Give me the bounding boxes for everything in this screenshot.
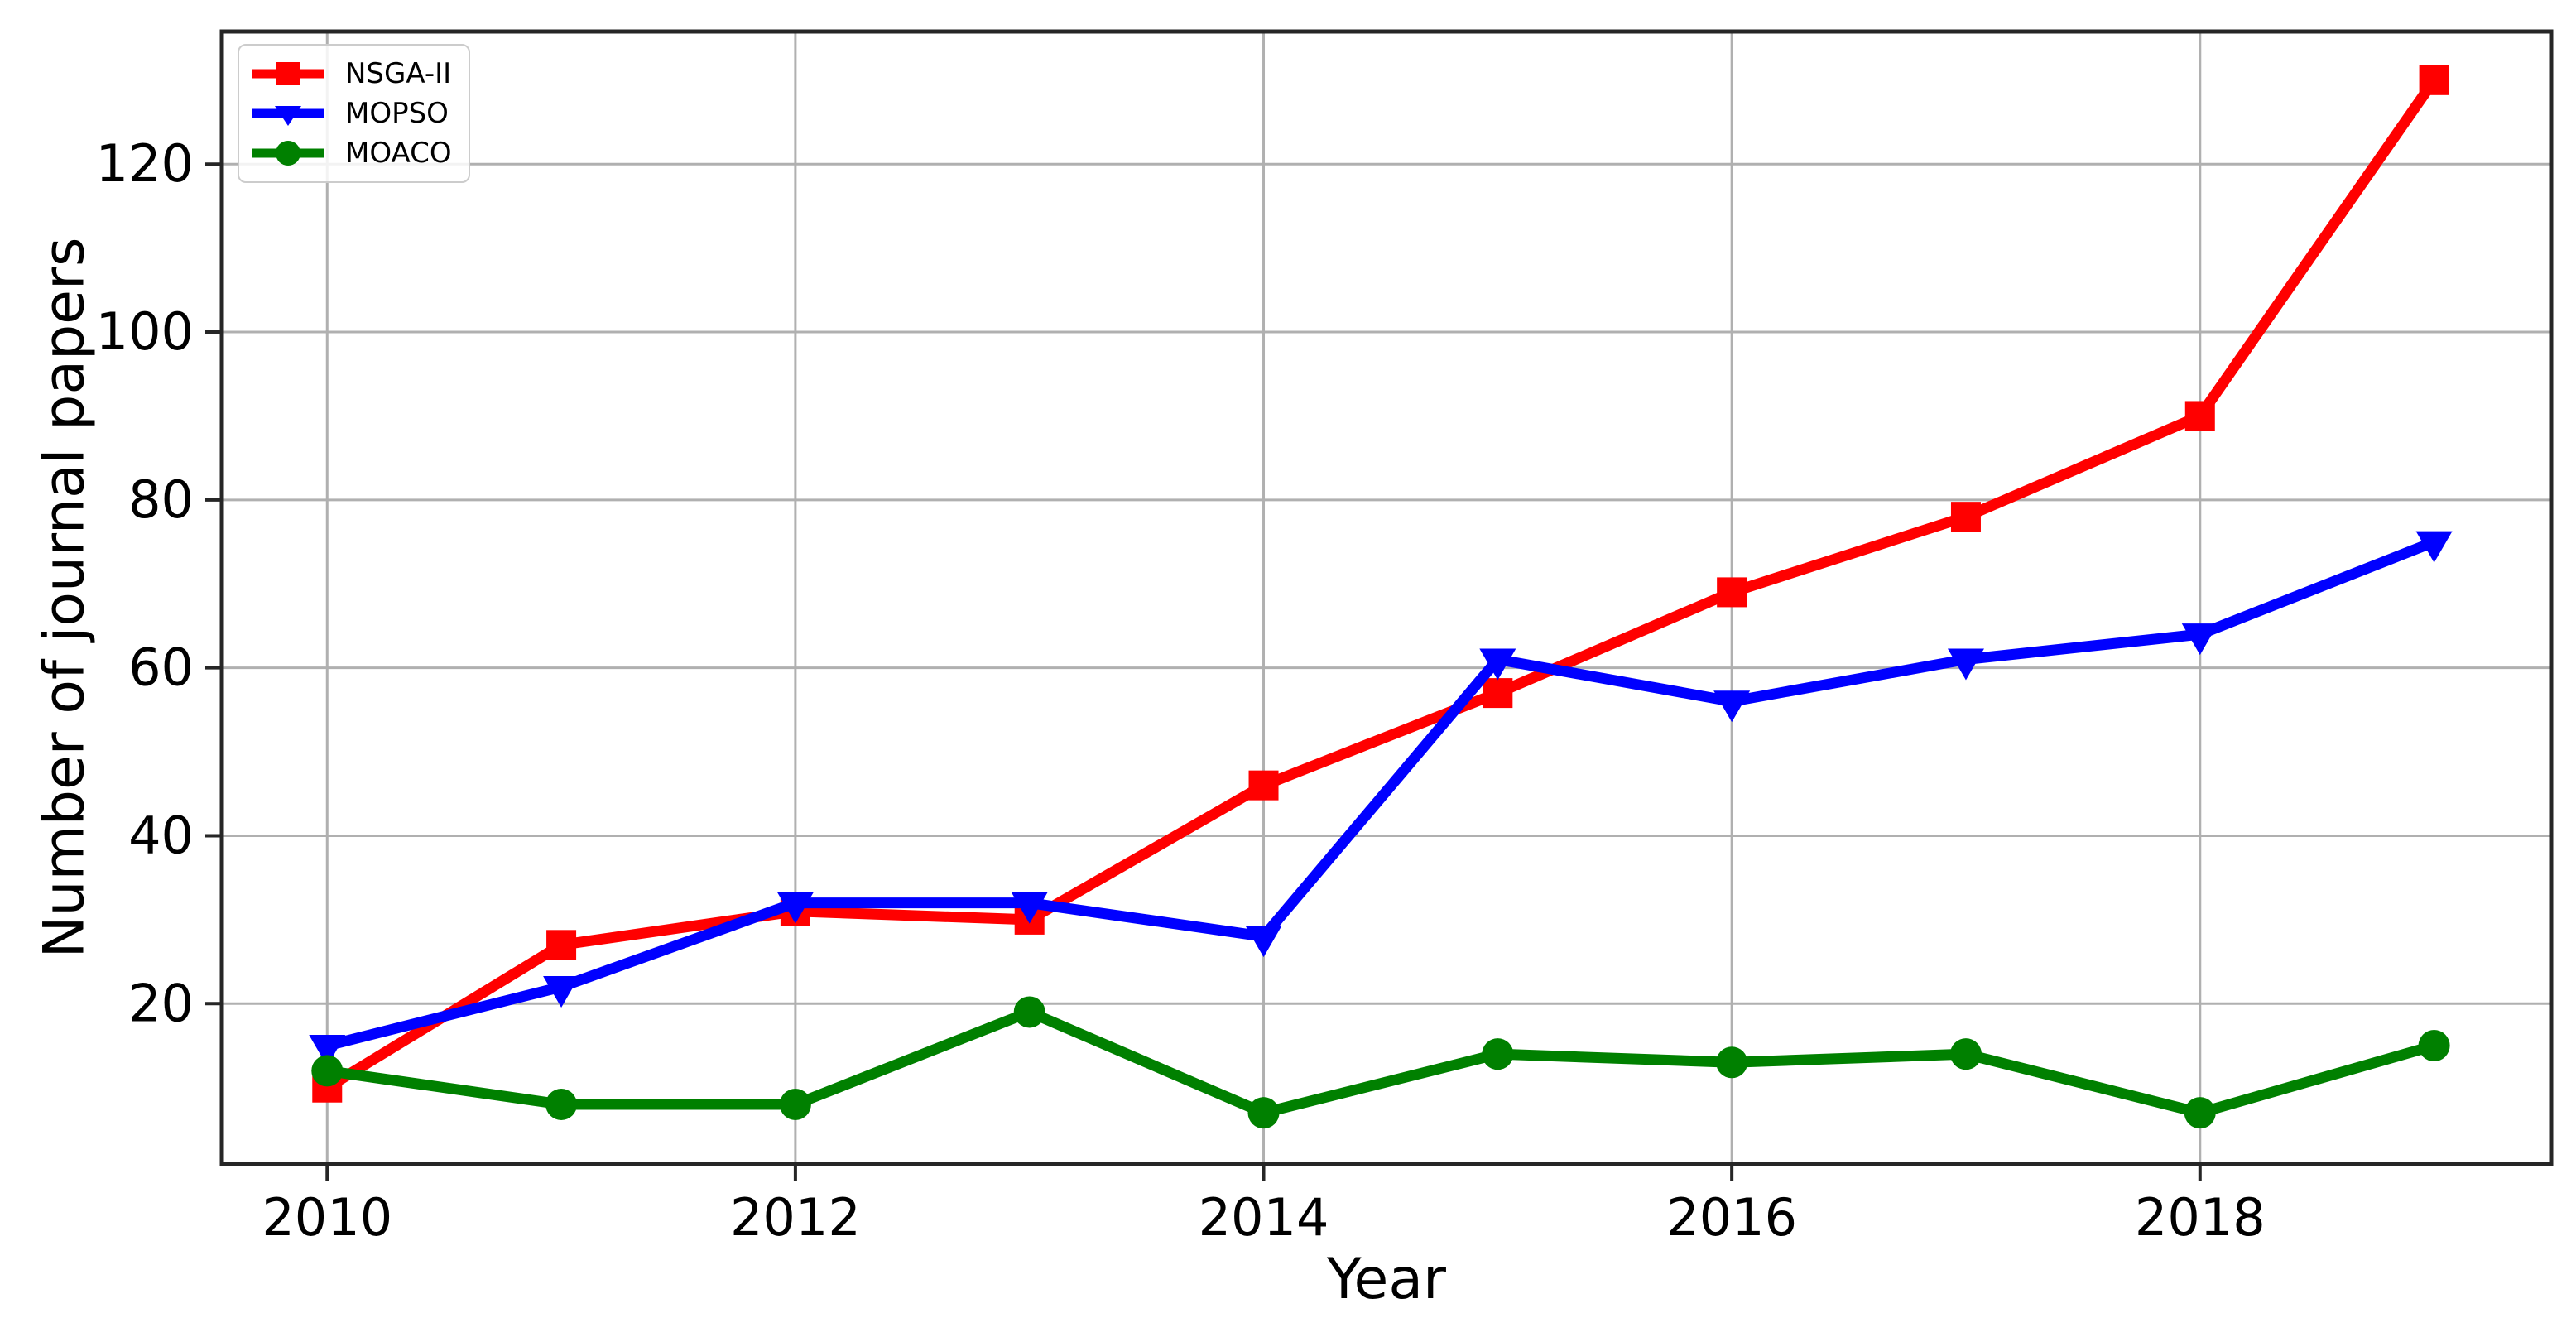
data-point-marker (2415, 531, 2453, 563)
series-moaco (311, 996, 2450, 1129)
data-point-marker (1950, 502, 1981, 532)
series-line (321, 1006, 2440, 1118)
series-nsga-ii (312, 65, 2449, 1103)
data-point-marker (1482, 1038, 1514, 1070)
data-point-marker (776, 892, 814, 924)
x-tick-label: 2012 (730, 1187, 861, 1248)
data-point-marker (1716, 1046, 1748, 1079)
nsga-ii-line-marker-icon (252, 62, 324, 85)
series-mopso (309, 531, 2453, 1067)
data-point-marker (2418, 1030, 2450, 1062)
legend: NSGA-II MOPSO MOACO (238, 44, 470, 183)
y-tick-label: 100 (96, 301, 194, 362)
data-point-marker (1479, 648, 1516, 681)
data-point-marker (545, 1089, 578, 1120)
data-point-marker (2419, 65, 2449, 95)
data-point-marker (1947, 648, 1984, 681)
y-tick-label: 80 (128, 469, 194, 530)
y-tick-label: 120 (96, 133, 194, 194)
y-tick-label: 60 (128, 637, 194, 698)
data-point-marker (1011, 892, 1048, 924)
y-axis-label: Number of journal papers (31, 237, 98, 959)
plot-border (219, 29, 2554, 1166)
legend-item-nsga-ii: NSGA-II (251, 59, 452, 89)
data-point-marker (1013, 996, 1045, 1028)
series-line (321, 536, 2440, 1051)
data-point-marker (2184, 401, 2215, 431)
data-point-marker (1247, 1097, 1280, 1129)
moaco-line-marker-icon (252, 141, 324, 166)
data-point-marker (311, 1055, 344, 1087)
data-point-marker (1949, 1038, 1982, 1070)
mopso-line-marker-icon (252, 106, 324, 126)
legend-label: MOACO (345, 137, 452, 170)
x-axis-label: Year (1327, 1247, 1446, 1312)
data-point-marker (546, 930, 577, 960)
legend-sample-marker (275, 106, 301, 126)
y-tick-label: 20 (128, 973, 194, 1033)
x-tick-label: 2010 (262, 1187, 392, 1248)
series-line (321, 75, 2440, 1094)
x-tick-label: 2016 (1666, 1187, 1797, 1248)
x-tick-label: 2014 (1199, 1187, 1329, 1248)
data-point-marker (1248, 770, 1279, 801)
data-point-marker (1717, 577, 1747, 608)
legend-item-moaco: MOACO (251, 138, 452, 168)
legend-item-mopso: MOPSO (251, 99, 452, 128)
data-point-marker (779, 1089, 811, 1120)
data-point-marker (1713, 690, 1751, 723)
legend-sample-marker (276, 141, 300, 166)
y-tick-label: 40 (128, 805, 194, 865)
data-point-marker (543, 976, 580, 1008)
data-point-marker (2181, 623, 2218, 656)
data-point-marker (1245, 926, 1282, 958)
data-point-marker (309, 1035, 346, 1067)
legend-label: NSGA-II (345, 57, 452, 90)
legend-label: MOPSO (345, 97, 449, 130)
data-point-marker (2184, 1097, 2216, 1129)
x-tick-label: 2018 (2135, 1187, 2266, 1248)
data-point-marker (1483, 678, 1513, 709)
legend-sample-marker (276, 62, 300, 85)
